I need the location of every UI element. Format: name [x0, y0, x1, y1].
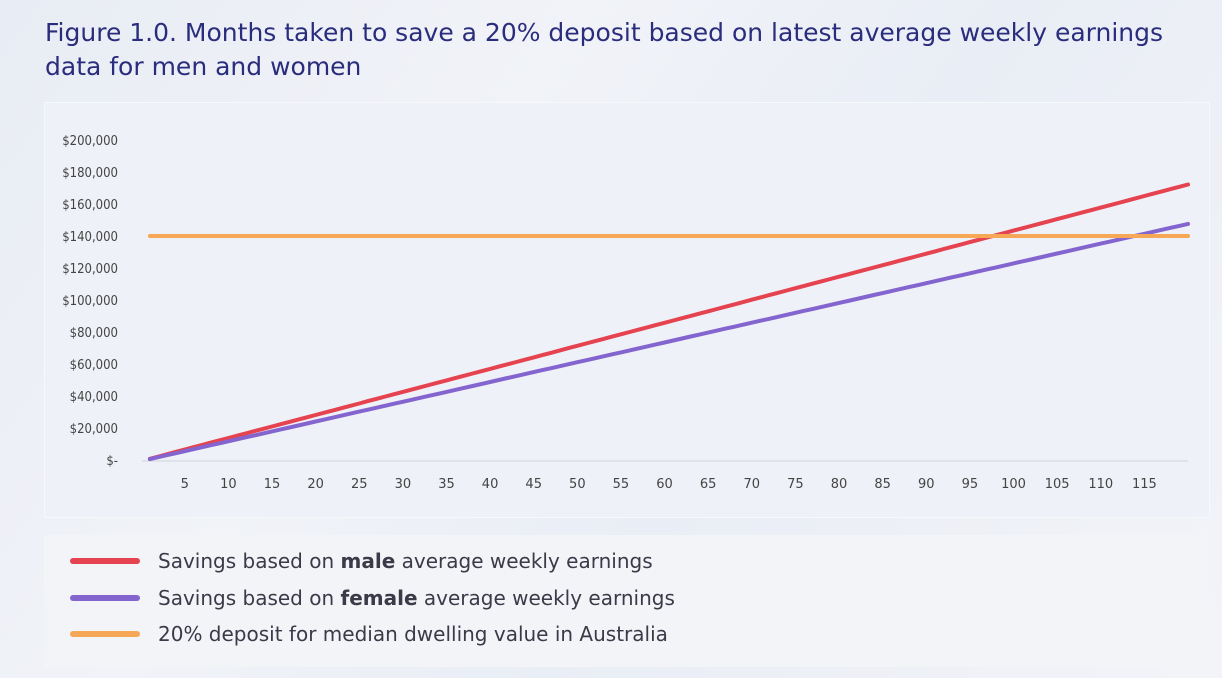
x-tick-label: 40	[482, 477, 499, 492]
x-tick-label: 45	[525, 477, 542, 492]
series-line-female	[147, 221, 1190, 462]
chart-area: $- $20,000 $40,000 $60,000 $80,000 $100,000 $1…	[44, 102, 1210, 518]
y-tick-label: $140,000	[62, 230, 118, 245]
x-tick-label: 25	[351, 477, 368, 492]
x-tick-label: 60	[656, 477, 673, 492]
x-tick-label: 110	[1088, 477, 1113, 492]
x-tick-label: 65	[700, 477, 717, 492]
legend-swatch-deposit	[70, 631, 140, 637]
legend-item-deposit: 20% deposit for median dwelling value in…	[70, 620, 668, 648]
legend-label-male: Savings based on male average weekly ear…	[158, 549, 653, 573]
x-tick-label: 55	[613, 477, 630, 492]
legend-swatch-male	[70, 558, 140, 564]
line-chart: $- $20,000 $40,000 $60,000 $80,000 $100,000 $1…	[62, 134, 1190, 492]
x-tick-label: 105	[1045, 477, 1070, 492]
legend-label-deposit: 20% deposit for median dwelling value in…	[158, 622, 668, 646]
legend: Savings based on male average weekly ear…	[44, 535, 1208, 667]
x-tick-label: 30	[395, 477, 412, 492]
x-tick-label: 80	[831, 477, 848, 492]
x-tick-label: 100	[1001, 477, 1026, 492]
legend-item-female: Savings based on female average weekly e…	[70, 584, 675, 612]
x-tick-label: 20	[307, 477, 324, 492]
legend-label-female: Savings based on female average weekly e…	[158, 586, 675, 610]
series-line-male	[147, 182, 1190, 461]
x-tick-label: 75	[787, 477, 804, 492]
y-tick-label: $200,000	[62, 134, 118, 149]
x-tick-label: 115	[1132, 477, 1157, 492]
figure-title: Figure 1.0. Months taken to save a 20% d…	[45, 18, 1164, 81]
y-tick-label: $100,000	[62, 294, 118, 309]
y-tick-label: $120,000	[62, 262, 118, 277]
y-tick-label: $160,000	[62, 198, 118, 213]
x-tick-label: 95	[962, 477, 979, 492]
y-tick-label: $180,000	[62, 166, 118, 181]
x-tick-label: 10	[220, 477, 237, 492]
x-tick-label: 35	[438, 477, 455, 492]
y-tick-label: $40,000	[70, 390, 118, 405]
legend-swatch-female	[70, 595, 140, 601]
x-tick-label: 50	[569, 477, 586, 492]
x-tick-label: 85	[874, 477, 891, 492]
x-tick-label: 5	[181, 477, 189, 492]
legend-item-male: Savings based on male average weekly ear…	[70, 547, 653, 575]
x-tick-label: 70	[744, 477, 761, 492]
y-tick-label: $60,000	[70, 358, 118, 373]
x-tick-label: 90	[918, 477, 935, 492]
x-tick-label: 15	[264, 477, 281, 492]
y-tick-label: $20,000	[70, 422, 118, 437]
y-tick-label: $80,000	[70, 326, 118, 341]
y-tick-label: $-	[106, 454, 118, 469]
